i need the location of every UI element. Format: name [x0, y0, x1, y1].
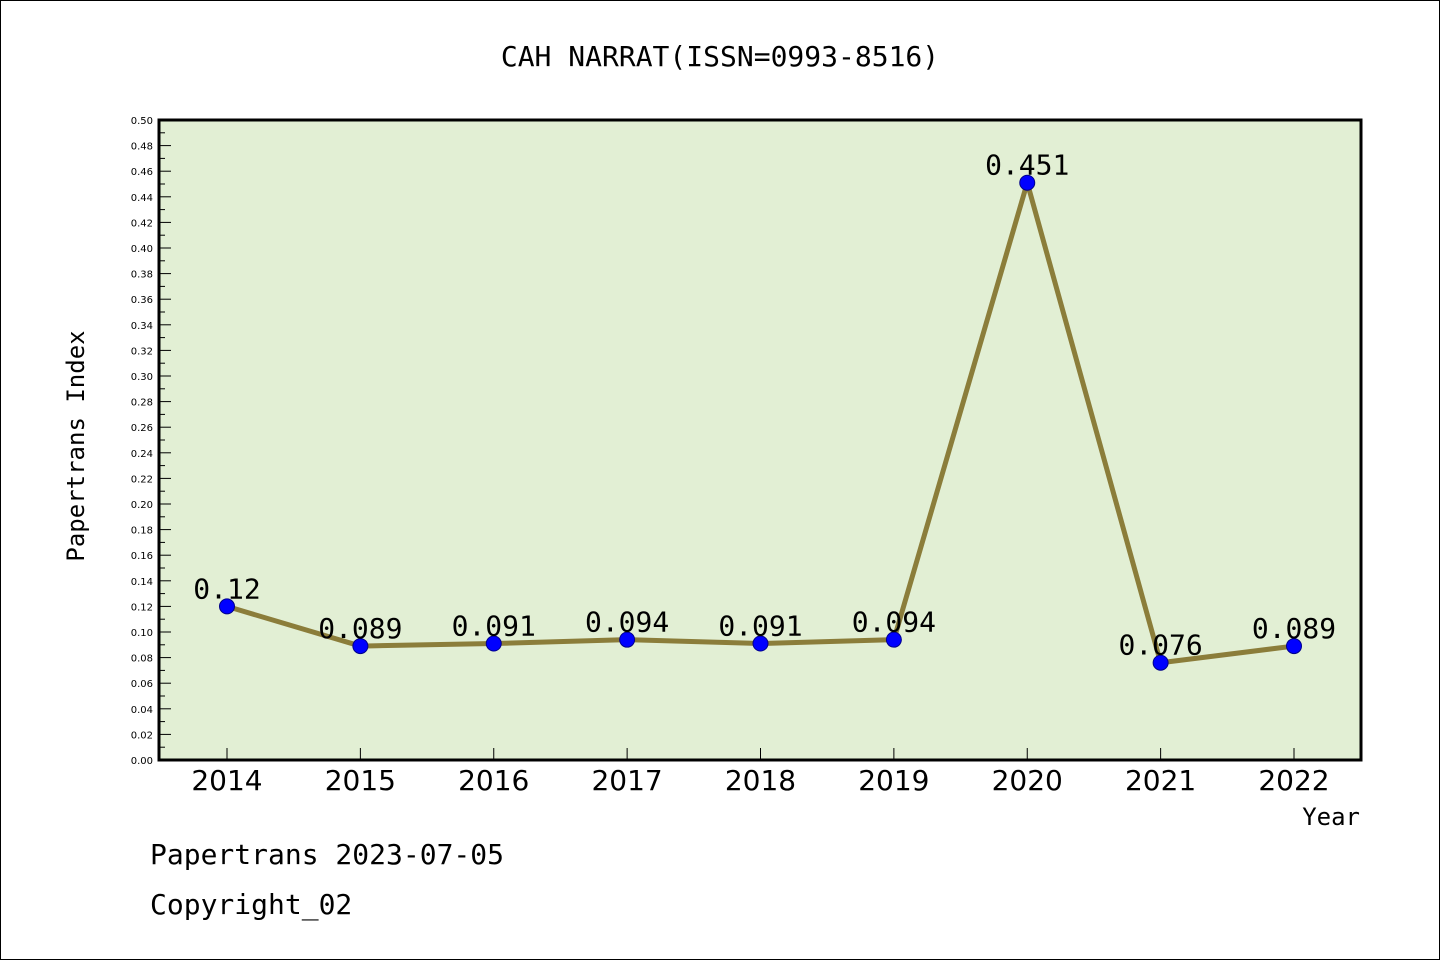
y-axis-label: Papertrans Index	[62, 330, 90, 561]
y-axis: 0.00 0.02 0.04 0.06 0.08 0.10 0.12 0.14 0.16 0.18…	[131, 116, 171, 767]
y-tick-label: 0.14	[131, 577, 153, 588]
data-label: 0.094	[852, 606, 936, 639]
y-tick-label: 0.12	[131, 602, 153, 613]
y-tick-label: 0.10	[131, 628, 153, 639]
y-tick-label: 0.16	[131, 551, 153, 562]
x-tick-label: 2020	[992, 764, 1063, 797]
y-tick-label: 0.44	[131, 193, 153, 204]
y-tick-label: 0.48	[131, 142, 153, 153]
x-tick-label: 2015	[325, 764, 396, 797]
data-point	[1286, 638, 1302, 655]
y-tick-label: 0.50	[131, 116, 153, 127]
y-tick-label: 0.02	[131, 730, 153, 741]
x-tick-label: 2014	[191, 764, 262, 797]
x-tick-label: 2016	[458, 764, 529, 797]
x-tick-label: 2019	[858, 764, 929, 797]
series-layer	[219, 174, 1302, 671]
data-point	[1152, 654, 1169, 671]
y-tick-label: 0.00	[131, 756, 153, 767]
data-label: 0.089	[1252, 612, 1336, 645]
data-point	[752, 635, 769, 652]
data-label: 0.076	[1118, 629, 1202, 662]
data-point	[485, 635, 502, 652]
data-label: 0.451	[985, 149, 1069, 182]
plot-border	[157, 118, 1363, 762]
y-tick-label: 0.20	[131, 500, 153, 511]
data-label-layer: 0.12 0.089 0.091 0.094 0.091 0.094 0.451 0.076 0…	[193, 149, 1336, 662]
footer-copyright: Copyright_02	[150, 888, 352, 922]
data-label: 0.094	[585, 606, 669, 639]
x-tick-label: 2022	[1258, 764, 1329, 797]
y-tick-label: 0.08	[131, 654, 153, 665]
y-tick-label: 0.24	[131, 449, 153, 460]
y-tick-label: 0.26	[131, 423, 153, 434]
y-tick-label: 0.30	[131, 372, 153, 383]
y-tick-label: 0.22	[131, 474, 153, 485]
y-tick-label: 0.18	[131, 526, 153, 537]
data-point	[619, 631, 636, 648]
x-tick-label: 2018	[725, 764, 796, 797]
y-tick-label: 0.34	[131, 321, 153, 332]
x-tick-label: 2021	[1125, 764, 1196, 797]
y-tick-label: 0.28	[131, 398, 153, 409]
data-label: 0.12	[193, 572, 260, 605]
data-label: 0.089	[318, 612, 402, 645]
data-point	[219, 598, 235, 615]
y-tick-label: 0.40	[131, 244, 153, 255]
y-tick-label: 0.36	[131, 295, 153, 306]
data-point	[352, 638, 369, 655]
data-label: 0.091	[452, 610, 536, 643]
data-label: 0.091	[718, 610, 802, 643]
plot-area	[159, 120, 1361, 760]
y-tick-label: 0.06	[131, 679, 153, 690]
footer-date: Papertrans 2023-07-05	[150, 838, 504, 871]
x-axis: 2014 2015 2016 2017 2018 2019 2020 2021 2022	[191, 748, 1330, 797]
chart-title: CAH NARRAT(ISSN=0993-8516)	[501, 40, 939, 73]
x-tick-label: 2017	[591, 764, 662, 797]
y-tick-label: 0.42	[131, 218, 153, 229]
y-tick-label: 0.46	[131, 167, 153, 178]
data-point	[885, 631, 902, 648]
y-tick-label: 0.04	[131, 705, 153, 716]
x-axis-label: Year	[1302, 803, 1360, 831]
y-tick-label: 0.38	[131, 270, 153, 281]
data-point	[1019, 174, 1036, 191]
y-tick-label: 0.32	[131, 346, 153, 357]
